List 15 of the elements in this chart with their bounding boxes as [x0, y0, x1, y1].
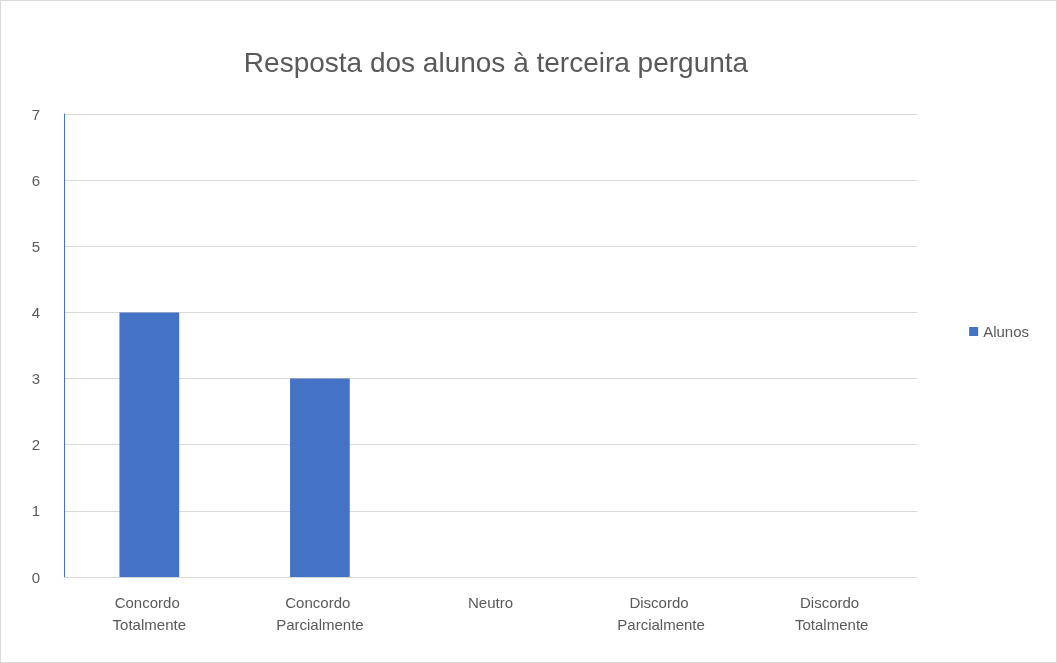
y-tick-label: 0 [31, 568, 40, 586]
x-tick-label: Discordo Totalmente [795, 593, 869, 633]
x-tick-label: Neutro [467, 593, 514, 611]
x-tick-label: Concordo Parcialmente [276, 593, 364, 633]
y-tick-label: 4 [31, 303, 40, 321]
y-tick-label: 1 [31, 502, 40, 520]
x-tick-label: Discordo Parcialmente [617, 593, 705, 633]
y-tick-label: 6 [31, 171, 40, 189]
x-tick-label: Concordo Totalmente [112, 593, 186, 633]
y-tick-label: 7 [31, 105, 40, 123]
y-tick-label: 5 [31, 237, 40, 255]
legend-label: Alunos [983, 323, 1030, 340]
y-tick-label: 2 [31, 436, 40, 454]
chart-title: Resposta dos alunos à terceira pergunta [243, 46, 749, 78]
y-tick-label: 3 [31, 370, 40, 388]
